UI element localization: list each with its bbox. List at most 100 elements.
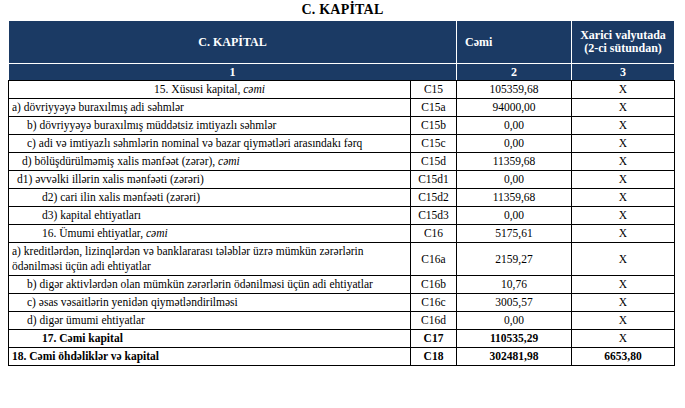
row-code: C15a bbox=[411, 99, 457, 117]
table-body: 15. Xüsusi kapital, cəmiC15105359,68Xa) … bbox=[9, 81, 675, 366]
row-code: C15d bbox=[411, 153, 457, 171]
row-label: a) kreditlərdən, lizinqlərdən və banklar… bbox=[9, 243, 411, 276]
row-total-value: 2159,27 bbox=[457, 243, 572, 276]
column-number-1: 1 bbox=[9, 64, 457, 81]
row-code: C15 bbox=[411, 81, 457, 99]
row-label-text: d3) kapital ehtiyatları bbox=[42, 209, 141, 221]
row-code: C15d1 bbox=[411, 171, 457, 189]
table-row: a) dövriyyəyə buraxılmış adi səhmlər C15a… bbox=[9, 99, 675, 117]
row-label-em: cəmi bbox=[243, 83, 265, 95]
table-row: 16. Ümumi ehtiyatlar, cəmiC165175,61X bbox=[9, 225, 675, 243]
row-foreign-currency-value: X bbox=[572, 99, 675, 117]
row-label-text: c) əsas vəsaitlərin yenidən qiymətləndir… bbox=[27, 296, 238, 308]
table-row: c) əsas vəsaitlərin yenidən qiymətləndir… bbox=[9, 294, 675, 312]
table-header: C. KAPİTAL Cəmi Xarici valyutada (2-ci s… bbox=[9, 21, 675, 81]
header-row: C. KAPİTAL Cəmi Xarici valyutada (2-ci s… bbox=[9, 21, 675, 64]
row-label-text: d2) cari ilin xalis mənfəəti (zərəri) bbox=[42, 191, 200, 203]
row-foreign-currency-value: 6653,80 bbox=[572, 348, 675, 366]
row-total-value: 11359,68 bbox=[457, 153, 572, 171]
row-total-value: 5175,61 bbox=[457, 225, 572, 243]
table-row: d3) kapital ehtiyatları C15d30,00X bbox=[9, 207, 675, 225]
row-total-value: 0,00 bbox=[457, 207, 572, 225]
row-label: d) bölüşdürülməmiş xalis mənfəət (zərər)… bbox=[9, 153, 411, 171]
row-total-value: 3005,57 bbox=[457, 294, 572, 312]
header-cell-total: Cəmi bbox=[457, 21, 572, 64]
row-label-text: a) dövriyyəyə buraxılmış adi səhmlər bbox=[12, 101, 184, 113]
row-label-text: b) digər aktivlərdən olan mümkün zərərlə… bbox=[27, 278, 373, 290]
row-label: c) adi və imtiyazlı səhmlərin nominal və… bbox=[9, 135, 411, 153]
row-code: C15d2 bbox=[411, 189, 457, 207]
row-label: 15. Xüsusi kapital, cəmi bbox=[9, 81, 411, 99]
table-row: b) digər aktivlərdən olan mümkün zərərlə… bbox=[9, 276, 675, 294]
row-foreign-currency-value: X bbox=[572, 225, 675, 243]
row-label: a) dövriyyəyə buraxılmış adi səhmlər bbox=[9, 99, 411, 117]
table-row: 17. Cəmi kapital C17110535,29X bbox=[9, 330, 675, 348]
table-row: 18. Cəmi öhdəliklər və kapital C18302481,… bbox=[9, 348, 675, 366]
row-code: C15c bbox=[411, 135, 457, 153]
row-foreign-currency-value: X bbox=[572, 330, 675, 348]
table-row: b) dövriyyəyə buraxılmış müddətsiz imtiy… bbox=[9, 117, 675, 135]
row-code: C17 bbox=[411, 330, 457, 348]
row-code: C16a bbox=[411, 243, 457, 276]
row-label: b) digər aktivlərdən olan mümkün zərərlə… bbox=[9, 276, 411, 294]
table-row: d) digər ümumi ehtiyatlar C16d0,00X bbox=[9, 312, 675, 330]
row-total-value: 11359,68 bbox=[457, 189, 572, 207]
row-label: c) əsas vəsaitlərin yenidən qiymətləndir… bbox=[9, 294, 411, 312]
row-total-value: 0,00 bbox=[457, 117, 572, 135]
row-label-em: cəmi bbox=[218, 155, 240, 167]
row-code: C16b bbox=[411, 276, 457, 294]
table-row: d1) əvvəlki illərin xalis mənfəəti (zərə… bbox=[9, 171, 675, 189]
row-foreign-currency-value: X bbox=[572, 312, 675, 330]
row-total-value: 0,00 bbox=[457, 135, 572, 153]
row-label: d1) əvvəlki illərin xalis mənfəəti (zərə… bbox=[9, 171, 411, 189]
header-cell-capital: C. KAPİTAL bbox=[9, 21, 457, 64]
table-row: d2) cari ilin xalis mənfəəti (zərəri) C15… bbox=[9, 189, 675, 207]
row-code: C16c bbox=[411, 294, 457, 312]
row-code: C16d bbox=[411, 312, 457, 330]
row-total-value: 105359,68 bbox=[457, 81, 572, 99]
row-foreign-currency-value: X bbox=[572, 171, 675, 189]
row-label-text: d1) əvvəlki illərin xalis mənfəəti (zərə… bbox=[17, 173, 204, 185]
table-row: d) bölüşdürülməmiş xalis mənfəət (zərər)… bbox=[9, 153, 675, 171]
column-number-2: 2 bbox=[457, 64, 572, 81]
row-label: 18. Cəmi öhdəliklər və kapital bbox=[9, 348, 411, 366]
row-total-value: 10,76 bbox=[457, 276, 572, 294]
row-label-text: 16. Ümumi ehtiyatlar, bbox=[42, 227, 146, 239]
row-label-text: 17. Cəmi kapital bbox=[42, 332, 123, 344]
row-total-value: 94000,00 bbox=[457, 99, 572, 117]
row-code: C15d3 bbox=[411, 207, 457, 225]
row-label-text: c) adi və imtiyazlı səhmlərin nominal və… bbox=[27, 137, 362, 149]
row-total-value: 0,00 bbox=[457, 312, 572, 330]
row-foreign-currency-value: X bbox=[572, 243, 675, 276]
row-foreign-currency-value: X bbox=[572, 207, 675, 225]
row-label-em: cəmi bbox=[146, 227, 168, 239]
row-label-text: d) digər ümumi ehtiyatlar bbox=[27, 314, 145, 326]
table-row: 15. Xüsusi kapital, cəmiC15105359,68X bbox=[9, 81, 675, 99]
row-label: d3) kapital ehtiyatları bbox=[9, 207, 411, 225]
row-total-value: 110535,29 bbox=[457, 330, 572, 348]
row-label: b) dövriyyəyə buraxılmış müddətsiz imtiy… bbox=[9, 117, 411, 135]
capital-table: C. KAPİTAL Cəmi Xarici valyutada (2-ci s… bbox=[8, 20, 675, 366]
row-foreign-currency-value: X bbox=[572, 276, 675, 294]
row-foreign-currency-value: X bbox=[572, 294, 675, 312]
row-total-value: 302481,98 bbox=[457, 348, 572, 366]
row-label: d) digər ümumi ehtiyatlar bbox=[9, 312, 411, 330]
row-foreign-currency-value: X bbox=[572, 153, 675, 171]
table-row: a) kreditlərdən, lizinqlərdən və banklar… bbox=[9, 243, 675, 276]
row-foreign-currency-value: X bbox=[572, 117, 675, 135]
row-code: C18 bbox=[411, 348, 457, 366]
table-row: c) adi və imtiyazlı səhmlərin nominal və… bbox=[9, 135, 675, 153]
column-number-3: 3 bbox=[572, 64, 675, 81]
row-foreign-currency-value: X bbox=[572, 135, 675, 153]
row-label: d2) cari ilin xalis mənfəəti (zərəri) bbox=[9, 189, 411, 207]
header-cell-foreign-currency: Xarici valyutada (2-ci sütundan) bbox=[572, 21, 675, 64]
row-foreign-currency-value: X bbox=[572, 189, 675, 207]
row-code: C15b bbox=[411, 117, 457, 135]
row-code: C16 bbox=[411, 225, 457, 243]
page-title: C. KAPİTAL bbox=[0, 0, 685, 18]
row-label-text: a) kreditlərdən, lizinqlərdən və banklar… bbox=[12, 245, 364, 272]
row-label-text: b) dövriyyəyə buraxılmış müddətsiz imtiy… bbox=[27, 119, 276, 131]
row-label: 16. Ümumi ehtiyatlar, cəmi bbox=[9, 225, 411, 243]
column-number-row: 1 2 3 bbox=[9, 64, 675, 81]
row-label-text: 18. Cəmi öhdəliklər və kapital bbox=[12, 350, 159, 362]
